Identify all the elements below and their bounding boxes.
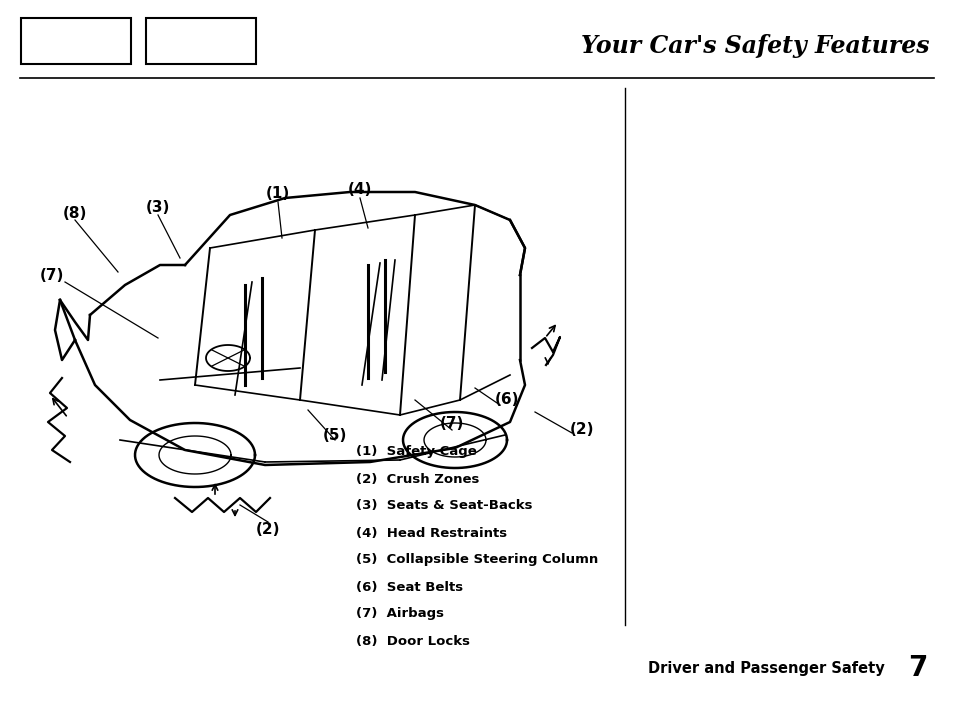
Text: (1)  Safety Cage: (1) Safety Cage <box>355 446 476 458</box>
Text: Driver and Passenger Safety: Driver and Passenger Safety <box>647 661 883 675</box>
Text: 7: 7 <box>907 654 927 682</box>
Text: (4)  Head Restraints: (4) Head Restraints <box>355 526 507 540</box>
Text: Your Car's Safety Features: Your Car's Safety Features <box>581 34 929 58</box>
Text: (7)  Airbags: (7) Airbags <box>355 607 443 621</box>
Text: (6)  Seat Belts: (6) Seat Belts <box>355 581 462 593</box>
Text: (3)  Seats & Seat-Backs: (3) Seats & Seat-Backs <box>355 500 532 512</box>
Text: (5)  Collapsible Steering Column: (5) Collapsible Steering Column <box>355 553 598 567</box>
Text: (7): (7) <box>40 267 64 282</box>
Text: (2): (2) <box>569 423 594 437</box>
Text: (4): (4) <box>348 183 372 197</box>
Text: (7): (7) <box>439 416 464 432</box>
Text: (5): (5) <box>322 428 347 442</box>
Text: (2)  Crush Zones: (2) Crush Zones <box>355 472 478 486</box>
Text: (3): (3) <box>146 199 170 215</box>
Bar <box>21 18 131 64</box>
Bar <box>146 18 255 64</box>
Text: (1): (1) <box>266 187 290 201</box>
Text: (2): (2) <box>255 522 280 538</box>
Text: (6): (6) <box>495 392 518 407</box>
Text: (8): (8) <box>63 206 87 220</box>
Text: (8)  Door Locks: (8) Door Locks <box>355 635 470 647</box>
